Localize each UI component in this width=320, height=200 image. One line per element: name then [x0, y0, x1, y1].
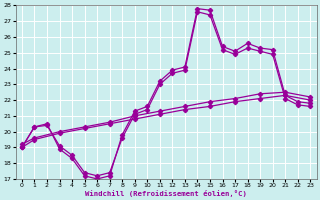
X-axis label: Windchill (Refroidissement éolien,°C): Windchill (Refroidissement éolien,°C): [85, 190, 247, 197]
